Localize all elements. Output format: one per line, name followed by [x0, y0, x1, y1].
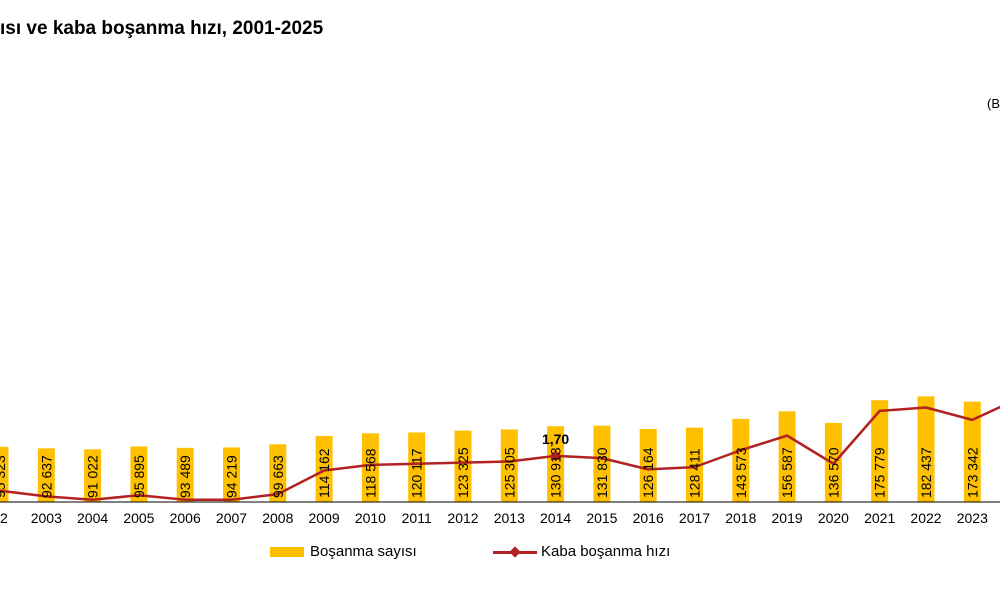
- bar: [593, 425, 611, 502]
- x-tick-label: 2020: [818, 510, 849, 526]
- bar: [408, 432, 426, 502]
- x-tick-label: 2012: [447, 510, 478, 526]
- bar: [547, 426, 565, 502]
- bar-value-label: 95 323: [0, 455, 8, 498]
- x-tick-label: 2013: [494, 510, 525, 526]
- bar-value-label: 99 663: [270, 455, 286, 498]
- bar-value-label: 123 325: [455, 447, 471, 498]
- x-tick-label: 2007: [216, 510, 247, 526]
- legend-bar-swatch: [270, 546, 304, 557]
- x-tick-label: 2016: [633, 510, 664, 526]
- bar: [176, 447, 194, 502]
- x-tick-label: 2014: [540, 510, 571, 526]
- bar-value-label: 143 573: [733, 447, 749, 498]
- bar-value-label: 136 570: [825, 447, 841, 498]
- bar: [37, 448, 55, 502]
- bar: [454, 430, 472, 502]
- bars-layer: [0, 396, 981, 502]
- bar: [269, 444, 287, 502]
- bar-value-label: 95 895: [131, 455, 147, 498]
- bar: [732, 418, 750, 502]
- bar: [500, 429, 518, 502]
- x-tick-label: 2011: [402, 510, 432, 526]
- bar-value-label: 175 779: [872, 447, 888, 498]
- x-tick-label: 2015: [586, 510, 617, 526]
- bar: [639, 428, 657, 502]
- bar: [917, 396, 935, 502]
- bar-value-label: 91 022: [85, 455, 101, 498]
- x-tick-label: 2008: [262, 510, 293, 526]
- x-tick-label: 2006: [170, 510, 201, 526]
- bar-value-label: 173 342: [964, 447, 980, 498]
- legend-bar-label: Boşanma sayısı: [310, 543, 417, 560]
- bar-value-label: 182 437: [918, 447, 934, 498]
- bar-value-label: 114 162: [316, 448, 332, 498]
- bar: [315, 435, 333, 502]
- bar-value-label: 118 568: [362, 448, 378, 498]
- bar: [963, 401, 981, 502]
- bar-value-label: 128 411: [687, 448, 703, 498]
- bar: [223, 447, 240, 502]
- x-tick-label: 2005: [123, 510, 154, 526]
- bar: [871, 400, 889, 502]
- x-tick-label: 02: [0, 510, 8, 526]
- bar-value-label: 93 489: [177, 455, 193, 498]
- bar-value-label: 156 587: [779, 447, 795, 498]
- bar-value-label: 120 117: [409, 448, 425, 498]
- bar-value-label: 92 637: [38, 455, 54, 498]
- x-tick-label: 2023: [957, 510, 988, 526]
- x-tick-label: 2021: [864, 510, 895, 526]
- x-tick-label: 2022: [910, 510, 941, 526]
- legend-item-line: Kaba boşanma hızı: [493, 543, 670, 560]
- bar-value-label: 94 219: [224, 455, 240, 498]
- bar: [778, 411, 796, 502]
- bar: [0, 446, 9, 502]
- x-tick-label: 2004: [77, 510, 108, 526]
- x-tick-label: 2018: [725, 510, 756, 526]
- x-tick-label: 2003: [31, 510, 62, 526]
- bar: [686, 427, 703, 502]
- bar: [84, 449, 102, 502]
- right-axis-unit-fragment: (B: [987, 96, 1000, 111]
- chart-title: ısı ve kaba boşanma hızı, 2001-2025: [0, 18, 324, 39]
- x-tick-label: 2010: [355, 510, 386, 526]
- bar: [130, 446, 148, 502]
- x-tick-label: 2019: [772, 510, 803, 526]
- bar-value-label: 131 830: [594, 447, 610, 498]
- rate-label: 1,70: [542, 431, 569, 447]
- legend-line-swatch: [493, 545, 537, 559]
- x-tick-label: 2009: [309, 510, 340, 526]
- x-tick-labels: 02 2003 2004 2005 2006 2007 2008 2009 2010 2011 20…: [0, 510, 988, 526]
- bar-value-label: 126 164: [640, 447, 656, 498]
- legend-item-bar: Boşanma sayısı: [270, 543, 417, 560]
- rate-marker: [549, 450, 562, 462]
- line-layer: [0, 405, 1000, 501]
- bar-value-label: 130 913: [548, 447, 564, 498]
- bar-value-label: 125 305: [501, 447, 517, 498]
- rate-line: [0, 405, 1000, 501]
- x-tick-label: 2017: [679, 510, 710, 526]
- bar: [361, 433, 379, 502]
- legend-line-label: Kaba boşanma hızı: [541, 543, 671, 560]
